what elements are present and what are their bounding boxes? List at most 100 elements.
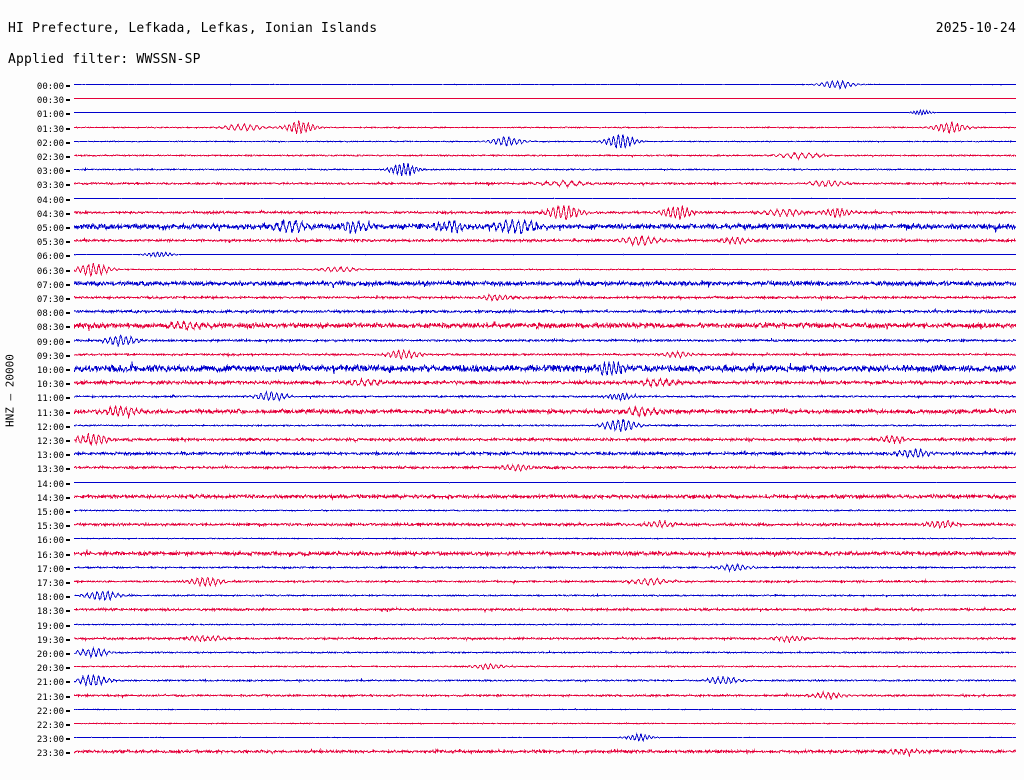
seismic-trace bbox=[74, 318, 1016, 333]
trace-time-label: 09:00 bbox=[36, 337, 64, 348]
axis-tick bbox=[66, 127, 70, 130]
trace-time-label: 17:30 bbox=[36, 579, 64, 589]
trace-row: 07:00 bbox=[0, 278, 1024, 295]
seismic-trace bbox=[74, 262, 1016, 277]
seismic-trace bbox=[74, 432, 1016, 447]
trace-time-label: 03:00 bbox=[36, 167, 64, 178]
axis-tick bbox=[66, 496, 70, 499]
trace-time-label: 15:00 bbox=[36, 508, 64, 518]
seismic-trace bbox=[74, 546, 1016, 561]
axis-tick bbox=[66, 141, 70, 144]
axis-tick bbox=[66, 85, 70, 87]
seismic-trace bbox=[74, 716, 1016, 731]
seismic-trace bbox=[74, 688, 1016, 703]
seismic-trace bbox=[74, 404, 1016, 419]
page-title: HI Prefecture, Lefkada, Lefkas, Ionian I… bbox=[8, 21, 378, 36]
trace-row: 15:00 bbox=[0, 508, 1024, 522]
trace-row: 17:30 bbox=[0, 576, 1024, 593]
trace-time-label: 07:00 bbox=[36, 280, 64, 291]
trace-row: 02:30 bbox=[0, 151, 1024, 167]
axis-tick bbox=[66, 695, 70, 698]
axis-tick bbox=[66, 269, 70, 272]
trace-row: 00:30 bbox=[0, 96, 1024, 110]
seismic-trace bbox=[74, 588, 1016, 603]
trace-time-label: 01:30 bbox=[36, 124, 64, 135]
trace-row: 05:30 bbox=[0, 235, 1024, 252]
trace-row: 09:00 bbox=[0, 333, 1024, 352]
trace-time-label: 12:30 bbox=[36, 437, 64, 447]
trace-time-label: 19:00 bbox=[36, 621, 64, 632]
trace-row: 03:30 bbox=[0, 179, 1024, 195]
seismic-trace bbox=[74, 233, 1016, 248]
trace-time-label: 01:00 bbox=[36, 110, 64, 121]
seismic-trace bbox=[74, 744, 1016, 759]
trace-row: 13:00 bbox=[0, 447, 1024, 465]
trace-row: 22:30 bbox=[0, 721, 1024, 735]
trace-row: 16:30 bbox=[0, 549, 1024, 565]
trace-time-label: 14:30 bbox=[36, 493, 64, 504]
seismic-trace bbox=[74, 730, 1016, 745]
seismic-trace bbox=[74, 304, 1016, 319]
seismic-trace bbox=[74, 247, 1016, 262]
seismic-trace bbox=[74, 673, 1016, 688]
trace-time-label: 00:30 bbox=[36, 96, 64, 107]
axis-tick bbox=[66, 255, 70, 258]
trace-row: 04:00 bbox=[0, 196, 1024, 210]
trace-row: 10:30 bbox=[0, 377, 1024, 394]
trace-time-label: 21:30 bbox=[36, 692, 64, 703]
seismic-trace bbox=[74, 602, 1016, 617]
trace-time-label: 05:30 bbox=[36, 238, 64, 249]
trace-time-label: 06:00 bbox=[36, 252, 64, 263]
seismic-trace bbox=[74, 418, 1016, 433]
axis-tick bbox=[66, 227, 70, 229]
seismic-trace bbox=[74, 645, 1016, 660]
trace-time-label: 10:00 bbox=[36, 366, 64, 376]
trace-row: 14:30 bbox=[0, 492, 1024, 508]
trace-row: 21:30 bbox=[0, 689, 1024, 707]
seismic-trace bbox=[74, 162, 1016, 177]
trace-row: 20:00 bbox=[0, 646, 1024, 664]
trace-row: 14:00 bbox=[0, 480, 1024, 494]
seismic-trace bbox=[74, 191, 1016, 206]
record-date: 2025-10-24 bbox=[935, 21, 1016, 36]
axis-tick bbox=[66, 596, 70, 599]
trace-row: 08:00 bbox=[0, 307, 1024, 323]
trace-time-label: 15:30 bbox=[36, 522, 64, 533]
trace-time-label: 04:30 bbox=[36, 209, 64, 220]
applied-filter-label: Applied filter: WWSSN-SP bbox=[8, 52, 201, 67]
trace-time-label: 16:30 bbox=[36, 550, 64, 561]
trace-row: 19:30 bbox=[0, 633, 1024, 650]
trace-row: 04:30 bbox=[0, 204, 1024, 224]
axis-tick bbox=[66, 298, 70, 300]
trace-time-label: 08:30 bbox=[36, 323, 64, 334]
trace-row: 22:00 bbox=[0, 707, 1024, 721]
trace-time-label: 04:00 bbox=[36, 195, 64, 206]
seismic-trace bbox=[74, 631, 1016, 646]
trace-time-label: 14:00 bbox=[36, 479, 64, 490]
trace-row: 01:30 bbox=[0, 119, 1024, 139]
trace-time-label: 11:30 bbox=[36, 408, 64, 419]
seismic-trace bbox=[74, 333, 1016, 348]
trace-row: 05:00 bbox=[0, 219, 1024, 238]
trace-row: 00:00 bbox=[0, 79, 1024, 96]
axis-tick bbox=[66, 113, 70, 116]
axis-tick bbox=[66, 653, 70, 655]
axis-tick bbox=[66, 553, 70, 556]
trace-row: 13:30 bbox=[0, 463, 1024, 479]
trace-time-label: 03:30 bbox=[36, 181, 64, 192]
seismic-trace bbox=[74, 702, 1016, 717]
axis-tick bbox=[66, 283, 70, 286]
trace-row: 06:30 bbox=[0, 262, 1024, 281]
trace-row: 23:00 bbox=[0, 732, 1024, 749]
axis-tick bbox=[66, 624, 70, 627]
trace-time-label: 20:00 bbox=[36, 650, 64, 660]
seismic-trace bbox=[74, 105, 1016, 120]
seismic-trace bbox=[74, 560, 1016, 575]
axis-tick bbox=[66, 212, 70, 215]
trace-row: 03:00 bbox=[0, 163, 1024, 181]
axis-tick bbox=[66, 241, 70, 244]
axis-tick bbox=[66, 454, 70, 457]
axis-tick bbox=[66, 468, 70, 471]
seismic-trace bbox=[74, 659, 1016, 674]
